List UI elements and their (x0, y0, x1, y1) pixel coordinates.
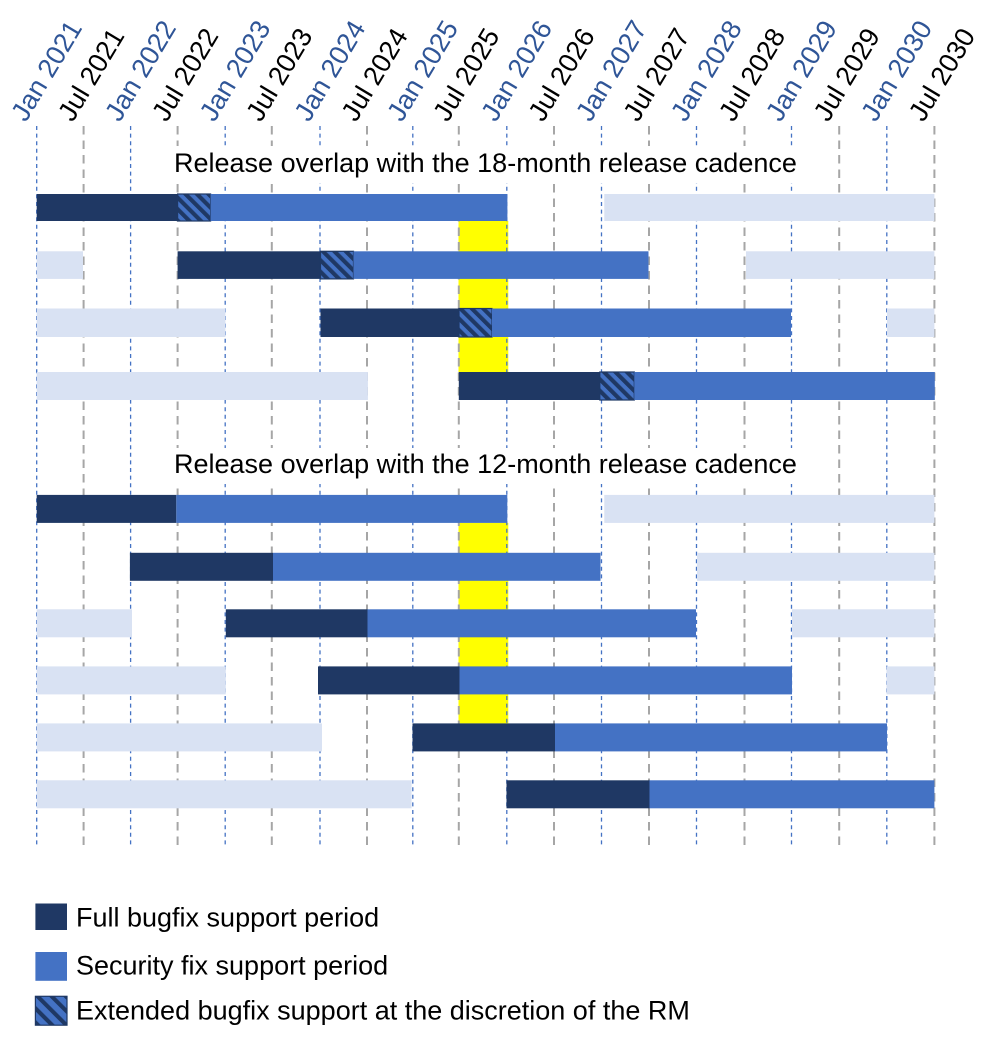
svg-text:Extended bugfix support at the: Extended bugfix support at the discretio… (76, 996, 690, 1026)
svg-text:Security fix support period: Security fix support period (76, 951, 388, 981)
svg-text:Full bugfix support period: Full bugfix support period (76, 903, 379, 933)
svg-text:Release overlap with the 12-mo: Release overlap with the 12-month releas… (174, 449, 797, 479)
svg-text:Release overlap with the 18-mo: Release overlap with the 18-month releas… (174, 148, 797, 178)
